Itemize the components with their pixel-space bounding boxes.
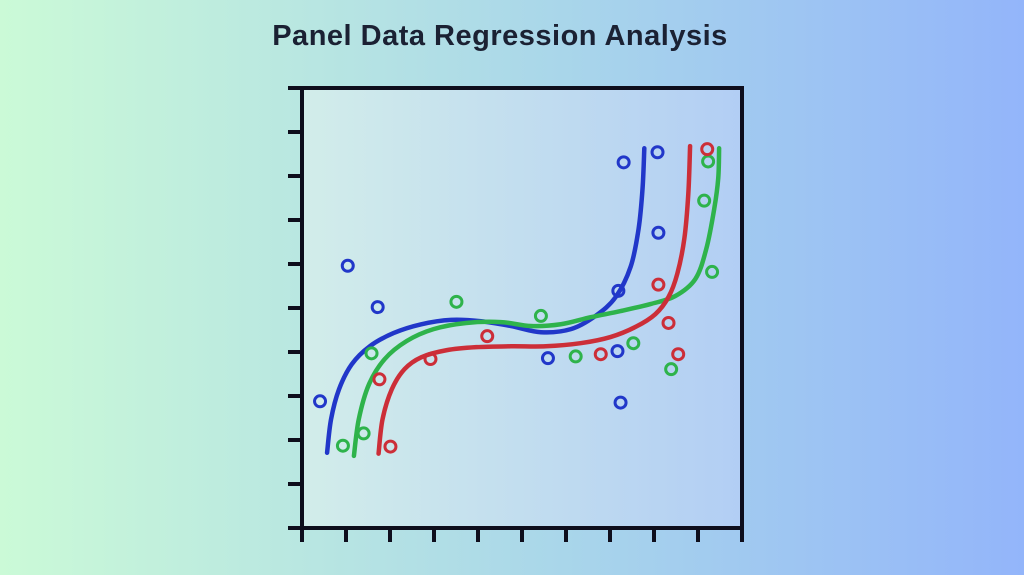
data-point xyxy=(449,294,464,309)
data-point xyxy=(661,315,676,330)
data-point xyxy=(383,439,398,454)
data-point xyxy=(335,438,350,453)
data-point xyxy=(568,349,583,364)
data-point xyxy=(616,155,631,170)
data-point xyxy=(423,352,438,367)
data-point xyxy=(626,336,641,351)
data-point xyxy=(697,193,712,208)
data-point xyxy=(340,258,355,273)
data-point xyxy=(664,362,679,377)
data-point xyxy=(533,308,548,323)
data-point xyxy=(705,264,720,279)
data-point xyxy=(650,145,665,160)
curve-group-red xyxy=(376,143,693,456)
chart-title: Panel Data Regression Analysis xyxy=(272,20,728,52)
data-point xyxy=(671,347,686,362)
data-point xyxy=(651,277,666,292)
data-point xyxy=(593,347,608,362)
data-point xyxy=(700,142,715,157)
data-point xyxy=(611,283,626,298)
plot-area xyxy=(302,88,742,528)
data-point xyxy=(372,372,387,387)
data-point xyxy=(313,394,328,409)
data-point xyxy=(613,395,628,410)
data-point xyxy=(480,329,495,344)
scatter-group-green xyxy=(335,154,720,453)
scatter-group-red xyxy=(372,142,715,454)
data-point xyxy=(540,351,555,366)
axis-spines xyxy=(300,86,744,530)
y-axis-ticks xyxy=(288,86,300,530)
scatter-group-blue xyxy=(313,145,666,410)
curve-group-green xyxy=(351,146,722,459)
data-point xyxy=(356,426,371,441)
x-axis-ticks xyxy=(300,530,744,542)
data-point xyxy=(651,225,666,240)
data-point xyxy=(364,346,379,361)
data-point xyxy=(610,344,625,359)
data-point xyxy=(370,300,385,315)
